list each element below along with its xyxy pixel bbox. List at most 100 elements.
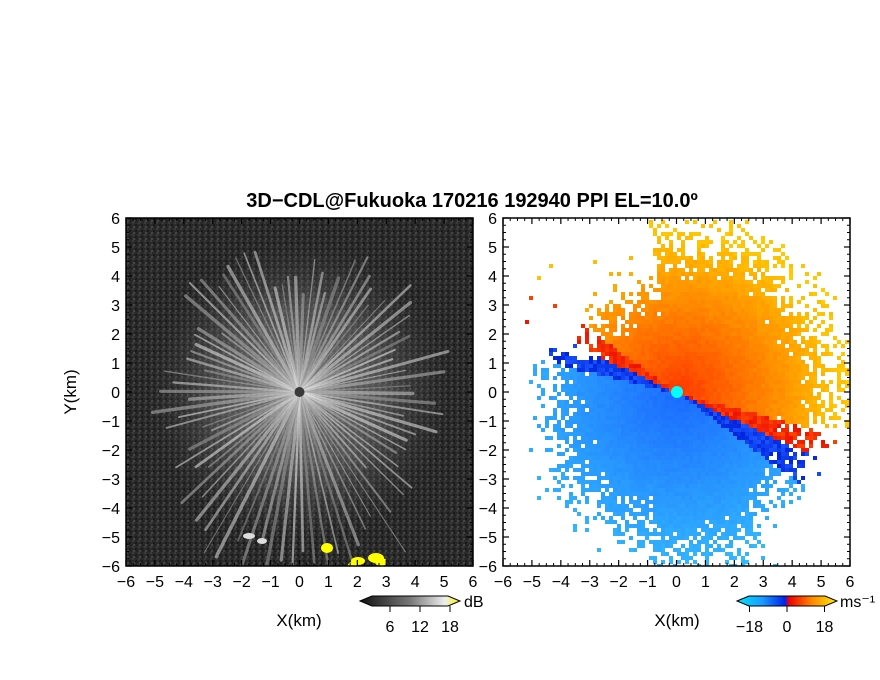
velocity-gate — [709, 272, 713, 276]
velocity-gate — [653, 560, 657, 564]
velocity-gate — [649, 328, 653, 332]
velocity-gate — [737, 496, 741, 500]
velocity-gate — [633, 440, 637, 444]
velocity-gate — [697, 420, 701, 424]
velocity-gate — [601, 400, 605, 404]
velocity-gate — [761, 476, 765, 480]
velocity-gate — [613, 372, 617, 376]
velocity-gate — [733, 564, 737, 566]
velocity-gate — [781, 320, 785, 324]
velocity-gate — [677, 384, 681, 388]
velocity-gate — [621, 400, 625, 404]
velocity-gate — [725, 272, 729, 276]
velocity-gate — [701, 520, 705, 524]
velocity-gate — [665, 304, 669, 308]
velocity-gate — [693, 372, 697, 376]
velocity-gate — [661, 268, 665, 272]
velocity-gate — [841, 360, 845, 364]
velocity-gate — [797, 432, 801, 436]
velocity-gate — [721, 260, 725, 264]
velocity-gate — [737, 376, 741, 380]
velocity-gate — [625, 528, 629, 532]
velocity-gate — [673, 352, 677, 356]
velocity-gate — [769, 348, 773, 352]
velocity-gate — [789, 376, 793, 380]
velocity-gate — [673, 424, 677, 428]
snr-spoke — [298, 391, 371, 517]
velocity-gate — [681, 512, 685, 516]
velocity-gate — [637, 400, 641, 404]
velocity-gate — [661, 460, 665, 464]
velocity-gate — [829, 392, 833, 396]
velocity-gate — [557, 392, 561, 396]
velocity-gate — [729, 336, 733, 340]
velocity-gate — [609, 372, 613, 376]
velocity-gate — [573, 384, 577, 388]
velocity-gate — [625, 336, 629, 340]
velocity-gate — [757, 540, 761, 544]
velocity-gate — [769, 396, 773, 400]
velocity-gate — [761, 544, 765, 548]
velocity-gate — [593, 392, 597, 396]
velocity-gate — [653, 340, 657, 344]
velocity-gate — [657, 432, 661, 436]
velocity-gate — [701, 300, 705, 304]
velocity-gate — [613, 528, 617, 532]
velocity-gate — [717, 380, 721, 384]
velocity-gate — [821, 344, 825, 348]
velocity-gate — [681, 404, 685, 408]
velocity-gate — [685, 480, 689, 484]
velocity-gate — [645, 432, 649, 436]
velocity-gate — [837, 376, 841, 380]
velocity-gate — [621, 384, 625, 388]
x-tick-label: 2 — [353, 574, 362, 591]
velocity-gate — [641, 288, 645, 292]
velocity-gate — [677, 552, 681, 556]
velocity-gate — [657, 540, 661, 544]
velocity-gate — [781, 432, 785, 436]
snr-spoke — [265, 390, 302, 566]
velocity-gate — [569, 372, 573, 376]
velocity-gate — [609, 468, 613, 472]
velocity-gate — [737, 316, 741, 320]
velocity-gate — [653, 360, 657, 364]
velocity-gate — [713, 424, 717, 428]
velocity-gate — [789, 408, 793, 412]
velocity-gate — [661, 428, 665, 432]
velocity-gate — [757, 288, 761, 292]
velocity-gate — [661, 276, 665, 280]
velocity-gate — [801, 388, 805, 392]
velocity-gate — [613, 376, 617, 380]
velocity-gate — [717, 384, 721, 388]
velocity-gate — [677, 416, 681, 420]
velocity-gate — [657, 460, 661, 464]
velocity-gate — [681, 424, 685, 428]
velocity-gate — [673, 512, 677, 516]
velocity-gate — [717, 480, 721, 484]
velocity-gate — [625, 396, 629, 400]
x-tick-label: −2 — [233, 574, 251, 591]
velocity-gate — [629, 536, 633, 540]
velocity-gate — [733, 328, 737, 332]
velocity-gate — [697, 324, 701, 328]
velocity-gate — [741, 500, 745, 504]
velocity-gate — [757, 500, 761, 504]
velocity-gate — [625, 320, 629, 324]
velocity-gate — [617, 372, 621, 376]
velocity-gate — [573, 476, 577, 480]
velocity-gate — [713, 392, 717, 396]
velocity-gate — [741, 464, 745, 468]
velocity-gate — [657, 280, 661, 284]
velocity-gate — [681, 340, 685, 344]
velocity-gate — [629, 404, 633, 408]
velocity-gate — [705, 368, 709, 372]
velocity-gate — [725, 436, 729, 440]
velocity-gate — [641, 520, 645, 524]
velocity-gate — [637, 300, 641, 304]
velocity-gate — [561, 372, 565, 376]
velocity-gate — [745, 508, 749, 512]
velocity-gate — [609, 420, 613, 424]
velocity-gate — [837, 380, 841, 384]
velocity-gate — [821, 412, 825, 416]
y-tick-label: −6 — [102, 559, 120, 576]
